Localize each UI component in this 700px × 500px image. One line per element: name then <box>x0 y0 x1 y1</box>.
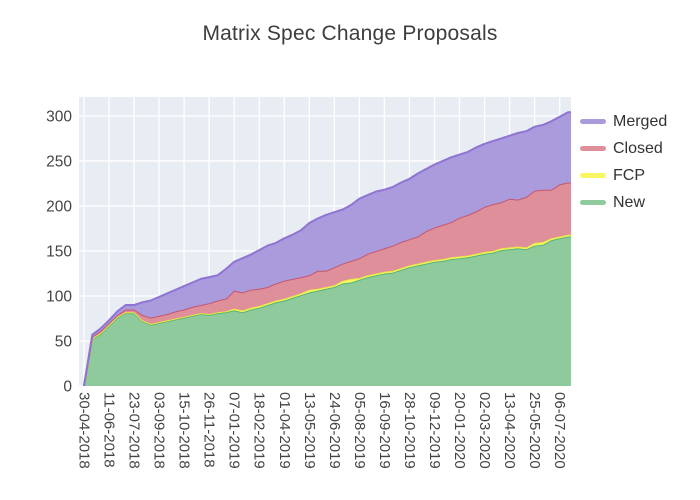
y-tick-label: 50 <box>55 333 73 350</box>
y-tick-label: 300 <box>46 108 72 125</box>
x-tick-label: 01-04-2019 <box>276 392 293 469</box>
x-tick-label: 13-04-2020 <box>501 392 518 469</box>
x-tick-label: 06-07-2020 <box>551 392 568 469</box>
x-axis-tick-labels: 30-04-2018 11-06-2018 23-07-2018 03-09-2018… <box>76 392 569 469</box>
x-tick-label: 02-03-2020 <box>476 392 493 469</box>
x-tick-label: 11-06-2018 <box>101 392 118 468</box>
legend-item-merged[interactable]: Merged <box>580 108 667 135</box>
legend: Merged Closed FCP New <box>580 108 667 216</box>
x-tick-label: 20-01-2020 <box>451 392 468 469</box>
legend-item-closed[interactable]: Closed <box>580 135 667 162</box>
legend-swatch-new <box>580 200 606 205</box>
x-tick-label: 15-10-2018 <box>176 392 193 469</box>
chart-title: Matrix Spec Change Proposals <box>202 22 498 45</box>
area-closed <box>84 182 571 386</box>
x-tick-label: 24-06-2019 <box>326 392 343 469</box>
legend-label-fcp: FCP <box>613 166 645 184</box>
legend-swatch-closed <box>580 146 606 151</box>
legend-item-fcp[interactable]: FCP <box>580 162 667 189</box>
x-tick-label: 03-09-2018 <box>151 392 168 469</box>
area-line-merged <box>83 111 571 386</box>
x-tick-label: 13-05-2019 <box>301 392 318 469</box>
legend-label-merged: Merged <box>613 112 668 130</box>
x-tick-label: 07-01-2019 <box>226 392 243 469</box>
area-merged <box>84 112 571 386</box>
y-axis-tick-labels: 0 50 100 150 200 250 300 <box>46 108 72 395</box>
legend-item-new[interactable]: New <box>580 189 667 216</box>
x-tick-label: 18-02-2019 <box>251 392 268 469</box>
x-tick-label: 05-08-2019 <box>351 392 368 469</box>
stacked-areas <box>83 111 571 386</box>
x-tick-label: 09-12-2019 <box>426 392 443 469</box>
x-tick-label: 23-07-2018 <box>126 392 143 469</box>
y-tick-label: 150 <box>46 243 72 260</box>
x-tick-label: 28-10-2019 <box>401 392 418 469</box>
area-new <box>84 236 571 386</box>
y-tick-label: 200 <box>46 198 72 215</box>
y-tick-label: 100 <box>46 288 72 305</box>
legend-swatch-fcp <box>580 173 606 178</box>
legend-label-closed: Closed <box>613 139 663 157</box>
x-tick-label: 25-05-2020 <box>526 392 543 469</box>
legend-label-new: New <box>613 193 646 211</box>
y-tick-label: 250 <box>46 153 72 170</box>
x-tick-label: 30-04-2018 <box>76 392 93 469</box>
y-tick-label: 0 <box>63 379 72 396</box>
legend-swatch-merged <box>580 119 606 124</box>
x-tick-label: 26-11-2018 <box>201 392 218 468</box>
x-tick-label: 16-09-2019 <box>376 392 393 469</box>
